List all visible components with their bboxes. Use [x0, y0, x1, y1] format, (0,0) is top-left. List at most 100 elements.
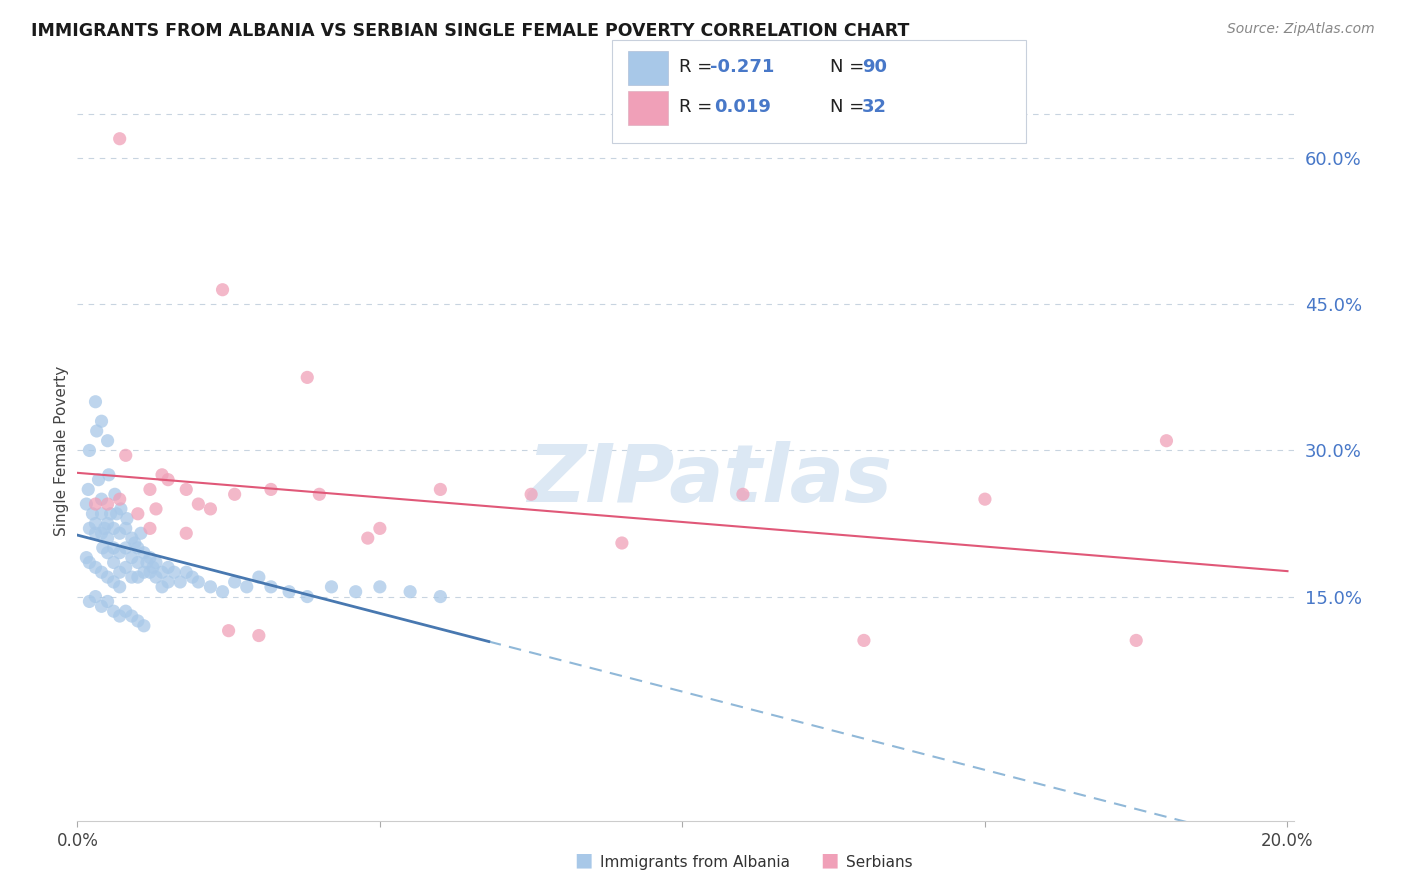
Point — [100, 507, 122, 521]
Point — [97, 497, 120, 511]
Point — [520, 487, 543, 501]
Point — [103, 556, 125, 570]
Point — [114, 604, 136, 618]
Point — [429, 483, 451, 497]
Point — [260, 483, 283, 497]
Point — [90, 526, 112, 541]
Point — [399, 584, 422, 599]
Point — [278, 584, 301, 599]
Point — [84, 394, 107, 409]
Point — [142, 560, 165, 574]
Point — [127, 541, 149, 555]
Point — [115, 511, 138, 525]
Point — [344, 584, 367, 599]
Point — [121, 550, 143, 565]
Point — [108, 609, 131, 624]
Point — [82, 507, 104, 521]
Point — [139, 566, 162, 580]
Point — [150, 467, 173, 482]
Point — [200, 580, 222, 594]
Point — [247, 628, 270, 642]
Point — [90, 507, 112, 521]
Point — [108, 566, 131, 580]
Point — [104, 487, 127, 501]
Point — [127, 570, 149, 584]
Point — [260, 580, 283, 594]
Point — [114, 448, 136, 462]
Point — [97, 531, 120, 545]
Point — [108, 492, 131, 507]
Text: IMMIGRANTS FROM ALBANIA VS SERBIAN SINGLE FEMALE POVERTY CORRELATION CHART: IMMIGRANTS FROM ALBANIA VS SERBIAN SINGL… — [31, 22, 910, 40]
Point — [84, 590, 107, 604]
Point — [90, 599, 112, 614]
Point — [139, 483, 162, 497]
Point — [157, 574, 180, 589]
Point — [224, 574, 246, 589]
Point — [127, 614, 149, 628]
Point — [429, 590, 451, 604]
Text: N =: N = — [830, 58, 869, 76]
Point — [108, 132, 131, 146]
Text: 0.019: 0.019 — [714, 98, 770, 116]
Point — [84, 516, 107, 531]
Point — [97, 516, 120, 531]
Point — [90, 492, 112, 507]
Point — [121, 531, 143, 545]
Point — [150, 566, 173, 580]
Point — [139, 521, 162, 535]
Point — [132, 619, 155, 633]
Point — [308, 487, 330, 501]
Point — [114, 541, 136, 555]
Point — [163, 566, 186, 580]
Point — [93, 521, 115, 535]
Point — [174, 526, 197, 541]
Point — [211, 584, 233, 599]
Point — [105, 507, 128, 521]
Point — [235, 580, 257, 594]
Point — [357, 531, 380, 545]
Point — [187, 574, 209, 589]
Point — [79, 443, 101, 458]
Point — [1156, 434, 1178, 448]
Point — [79, 594, 101, 608]
Text: Source: ZipAtlas.com: Source: ZipAtlas.com — [1227, 22, 1375, 37]
Point — [103, 521, 125, 535]
Point — [79, 521, 101, 535]
Point — [75, 497, 97, 511]
Point — [97, 570, 120, 584]
Point — [75, 550, 97, 565]
Point — [97, 467, 120, 482]
Point — [103, 604, 125, 618]
Point — [145, 502, 167, 516]
Point — [135, 556, 157, 570]
Point — [224, 487, 246, 501]
Point — [84, 526, 107, 541]
Point — [84, 497, 107, 511]
Text: Serbians: Serbians — [846, 855, 912, 870]
Point — [187, 497, 209, 511]
Text: N =: N = — [830, 98, 869, 116]
Point — [121, 570, 143, 584]
Text: R =: R = — [679, 98, 718, 116]
Point — [218, 624, 240, 638]
Point — [129, 526, 152, 541]
Point — [368, 580, 391, 594]
Point — [114, 521, 136, 535]
Point — [84, 560, 107, 574]
Point — [79, 556, 101, 570]
Point — [108, 580, 131, 594]
Point — [97, 546, 120, 560]
Point — [91, 541, 114, 555]
Point — [103, 574, 125, 589]
Point — [103, 541, 125, 555]
Point — [121, 609, 143, 624]
Point — [169, 574, 191, 589]
Point — [368, 521, 391, 535]
Point — [1125, 633, 1147, 648]
Point — [731, 487, 754, 501]
Point — [132, 546, 155, 560]
Point — [211, 283, 233, 297]
Point — [124, 536, 146, 550]
Point — [974, 492, 997, 507]
Point — [200, 502, 222, 516]
